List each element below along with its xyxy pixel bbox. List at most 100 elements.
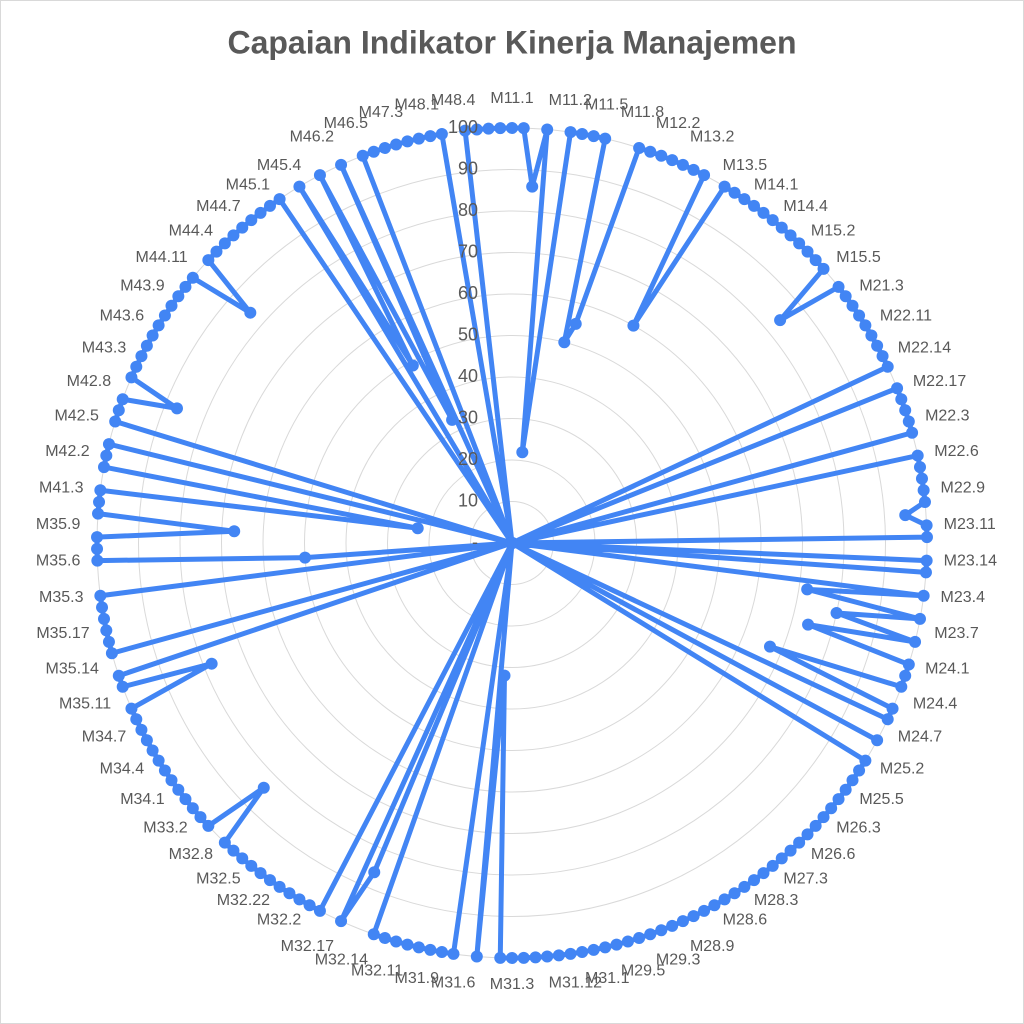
data-point	[687, 163, 700, 176]
data-point	[506, 122, 518, 134]
data-point	[367, 145, 380, 158]
category-label: M25.5	[859, 791, 904, 808]
category-label: M32.2	[257, 911, 302, 928]
data-point	[809, 819, 822, 832]
data-point	[627, 319, 640, 332]
data-point	[91, 554, 104, 567]
data-point	[186, 802, 199, 815]
data-point	[801, 583, 814, 596]
category-label: M31.12	[549, 975, 602, 992]
category-label: M44.11	[136, 249, 188, 266]
data-point	[846, 774, 859, 787]
category-label: M35.9	[36, 516, 81, 533]
data-point	[165, 774, 178, 787]
category-label: M43.9	[120, 277, 165, 294]
data-point	[313, 904, 326, 917]
grid-circle	[262, 293, 762, 793]
category-label: M12.2	[656, 115, 701, 132]
data-point	[853, 309, 866, 322]
data-point	[335, 158, 348, 171]
data-point	[313, 169, 326, 182]
data-point	[666, 919, 679, 932]
radial-tick-label: 90	[458, 158, 478, 178]
data-point	[273, 880, 286, 893]
category-label: M47.3	[359, 104, 404, 121]
category-label: M14.1	[754, 176, 799, 193]
data-point	[587, 943, 600, 956]
category-label: M23.7	[934, 625, 979, 642]
grid-circle	[179, 210, 845, 876]
data-point	[676, 915, 689, 928]
data-point	[757, 867, 770, 880]
data-point	[424, 130, 437, 143]
data-point	[135, 723, 148, 736]
data-point	[236, 221, 249, 234]
data-point	[390, 138, 403, 151]
data-point	[881, 360, 894, 373]
data-point	[825, 802, 838, 815]
data-point	[236, 852, 249, 865]
data-point	[687, 910, 700, 923]
category-label: M35.14	[46, 661, 99, 678]
data-point	[886, 702, 899, 715]
data-point	[446, 413, 459, 426]
data-point	[378, 141, 391, 154]
data-point	[498, 669, 511, 682]
category-label: M29.5	[621, 962, 666, 979]
data-point	[135, 350, 148, 363]
category-label: M11.2	[549, 92, 592, 109]
data-point	[909, 635, 922, 648]
data-point	[228, 525, 241, 538]
data-point	[569, 317, 582, 330]
data-point	[621, 935, 634, 948]
data-point	[470, 123, 483, 136]
data-point	[913, 461, 926, 474]
data-point	[273, 193, 286, 206]
data-point	[293, 180, 306, 193]
data-point	[130, 360, 143, 373]
category-label: M11.8	[621, 104, 664, 121]
data-point	[541, 950, 554, 963]
data-point	[919, 566, 932, 579]
grid-circle	[304, 335, 720, 751]
data-point	[245, 214, 258, 227]
data-point	[98, 461, 111, 474]
data-point	[911, 449, 924, 462]
category-label: M28.3	[754, 892, 799, 909]
data-point	[859, 754, 872, 767]
data-point	[809, 254, 822, 267]
category-label: M23.14	[944, 553, 997, 570]
category-label: M21.3	[859, 277, 904, 294]
data-point	[832, 793, 845, 806]
category-label: M22.6	[934, 443, 979, 460]
data-point	[708, 899, 721, 912]
data-point	[424, 943, 437, 956]
category-label: M25.2	[880, 761, 925, 778]
data-point	[130, 713, 143, 726]
data-point	[915, 472, 928, 485]
data-point	[303, 899, 316, 912]
data-point	[891, 382, 904, 395]
data-point	[899, 509, 912, 522]
data-point	[564, 126, 577, 139]
category-label: M31.9	[395, 970, 440, 987]
data-point	[459, 124, 472, 137]
category-label: M46.2	[290, 129, 335, 146]
data-point	[728, 186, 741, 199]
category-label: M22.3	[925, 408, 970, 425]
data-point	[227, 229, 240, 242]
category-label: M48.4	[431, 92, 476, 109]
data-point	[112, 404, 125, 417]
data-point	[918, 495, 931, 508]
data-point	[784, 229, 797, 242]
data-point	[920, 531, 933, 544]
data-point	[152, 754, 165, 767]
data-point	[210, 245, 223, 258]
data-point	[718, 893, 731, 906]
data-point	[506, 537, 518, 549]
data-point	[876, 350, 889, 363]
radial-tick-label: 40	[458, 366, 478, 386]
radial-tick-label: 10	[458, 490, 478, 510]
data-point	[775, 221, 788, 234]
